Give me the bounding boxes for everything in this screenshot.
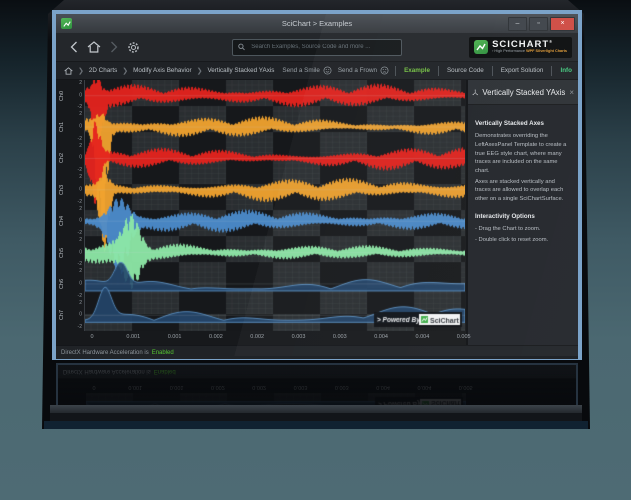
- channel-label: Ch5: [59, 247, 66, 258]
- forward-icon[interactable]: [110, 41, 118, 53]
- search-box[interactable]: [232, 38, 402, 56]
- xaxis-tick-label: 0.002: [250, 334, 265, 340]
- xaxis-tick-label: 0.004: [374, 334, 388, 340]
- app-window: SciChart > Examples – ▫ × SCICHART® › Hi…: [52, 10, 582, 360]
- channel-label: Ch1: [59, 122, 66, 133]
- xaxis-tick-label: 0.001: [126, 334, 141, 340]
- axis-3d-icon: [472, 89, 478, 95]
- titlebar: SciChart > Examples – ▫ ×: [56, 14, 578, 33]
- search-icon: [238, 43, 245, 51]
- xaxis-tick-label: 0: [90, 334, 94, 340]
- scichart-logo-icon: [474, 40, 489, 54]
- tab-source-code[interactable]: Source Code: [446, 67, 484, 74]
- channel-axis-Ch0: Ch0 2 0 -2: [59, 80, 82, 111]
- status-text: DirectX Hardware Acceleration is: [61, 349, 149, 356]
- xaxis-tick-label: 0.004: [415, 334, 430, 340]
- window-title: SciChart > Examples: [281, 19, 353, 28]
- xaxis-tick-label: 0.001: [167, 334, 182, 340]
- breadcrumb-item-stacked-yaxis[interactable]: Vertically Stacked YAxis: [207, 67, 275, 74]
- channel-axis-Ch4: Ch4 2 0 -2: [59, 205, 82, 236]
- tab-example[interactable]: Example: [404, 67, 430, 74]
- back-icon[interactable]: [70, 41, 78, 53]
- monitor-edge-highlight: [50, 405, 582, 413]
- channel-axis-Ch5: Ch5 2 0 -2: [59, 236, 82, 268]
- logo-brand: SCICHART®: [492, 38, 554, 50]
- tab-export-solution[interactable]: Export Solution: [500, 67, 544, 74]
- channel-axis-Ch6: Ch6 2 0 -2: [59, 268, 82, 299]
- channel-axis-Ch3: Ch3 2 0 -2: [59, 174, 82, 205]
- channel-label: Ch0: [59, 90, 66, 101]
- breadcrumb-home-icon[interactable]: [64, 66, 73, 75]
- smile-icon: [323, 66, 332, 75]
- chart-glyph-icon: [62, 20, 71, 27]
- channel-label: Ch4: [59, 216, 66, 227]
- tab-info[interactable]: Info: [560, 67, 572, 74]
- xaxis-tick-label: 0.005: [456, 334, 471, 340]
- send-smile-link[interactable]: Send a Smile: [282, 66, 332, 75]
- toolbar: SCICHART® › High Performance WPF Silverl…: [56, 33, 578, 62]
- info-panel-close-icon[interactable]: ×: [569, 87, 574, 97]
- xaxis-tick-label: 0.003: [291, 334, 306, 340]
- breadcrumb-item-modify-axis[interactable]: Modify Axis Behavior: [133, 67, 192, 74]
- panel-bullet-1: - Drag the Chart to zoom.: [475, 226, 541, 233]
- search-input[interactable]: [249, 43, 396, 51]
- channel-label: Ch6: [59, 278, 66, 289]
- info-panel: Vertically Stacked YAxis × Vertically St…: [468, 80, 578, 345]
- panel-heading-1: Vertically Stacked Axes: [475, 120, 544, 127]
- chart-area: Ch0 2 0 -2 Ch1 2 0 -2 Ch2 2 0 -2 Ch3 2 0 -2 Ch4 2 0 -2 Ch5 2 0…: [56, 80, 471, 345]
- gear-icon[interactable]: [127, 41, 140, 54]
- monitor-edge: [50, 413, 582, 421]
- xaxis-tick-label: 0.003: [332, 334, 347, 340]
- yaxis-column: Ch0 2 0 -2 Ch1 2 0 -2 Ch2 2 0 -2 Ch3 2 0 -2 Ch4 2 0 -2 Ch5 2 0…: [56, 80, 84, 331]
- panel-bullet-2: - Double click to reset zoom.: [475, 236, 549, 243]
- panel-heading-2: Interactivity Options: [475, 212, 535, 220]
- status-bar: DirectX Hardware Acceleration is Enabled: [56, 345, 578, 359]
- xaxis-labels: 0 0.001 0.001 0.002 0.002 0.003 0.003 0.004 0.00…: [84, 331, 470, 345]
- channel-label: Ch3: [59, 184, 66, 195]
- home-icon[interactable]: [87, 41, 101, 53]
- info-panel-body: Vertically Stacked Axes Demonstrates ove…: [468, 105, 578, 252]
- channel-label: Ch7: [59, 310, 66, 321]
- panel-para-2: Axes are stacked vertically and traces a…: [475, 178, 564, 203]
- channel-label: Ch2: [59, 153, 66, 164]
- breadcrumb-item-2d-charts[interactable]: 2D Charts: [88, 67, 118, 74]
- minimize-button[interactable]: –: [508, 16, 527, 31]
- main-content: Ch0 2 0 -2 Ch1 2 0 -2 Ch2 2 0 -2 Ch3 2 0 -2 Ch4 2 0 -2 Ch5 2 0…: [56, 80, 578, 345]
- maximize-button[interactable]: ▫: [529, 16, 548, 31]
- breadcrumb-bar: ❯ 2D Charts ❯ Modify Axis Behavior ❯ Ver…: [56, 62, 578, 80]
- eeg-chart-canvas[interactable]: [84, 80, 465, 331]
- close-button[interactable]: ×: [550, 16, 575, 31]
- channel-axis-Ch7: Ch7 2 0 -2: [59, 299, 82, 330]
- panel-para-1: Demonstrates overriding the LeftAxesPane…: [475, 133, 567, 175]
- app-icon: [61, 18, 72, 29]
- logo-tagline: › High Performance WPF Silverlight Chart…: [492, 49, 567, 54]
- panel-divider: [466, 80, 468, 345]
- xaxis-tick-label: 0.002: [209, 334, 223, 340]
- status-value: Enabled: [151, 349, 174, 356]
- info-panel-title: Vertically Stacked YAxis: [482, 87, 566, 97]
- frown-icon: [380, 66, 389, 75]
- monitor-shadow: [44, 421, 588, 429]
- breadcrumb: ❯ 2D Charts ❯ Modify Axis Behavior ❯ Ver…: [64, 66, 275, 75]
- info-panel-header: Vertically Stacked YAxis ×: [468, 80, 578, 105]
- scichart-logo[interactable]: SCICHART® › High Performance WPF Silverl…: [469, 36, 572, 58]
- channel-axis-Ch1: Ch1 2 0 -2: [59, 111, 82, 142]
- channel-axis-Ch2: Ch2 2 0 -2: [59, 142, 82, 174]
- send-frown-link[interactable]: Send a Frown: [338, 66, 389, 75]
